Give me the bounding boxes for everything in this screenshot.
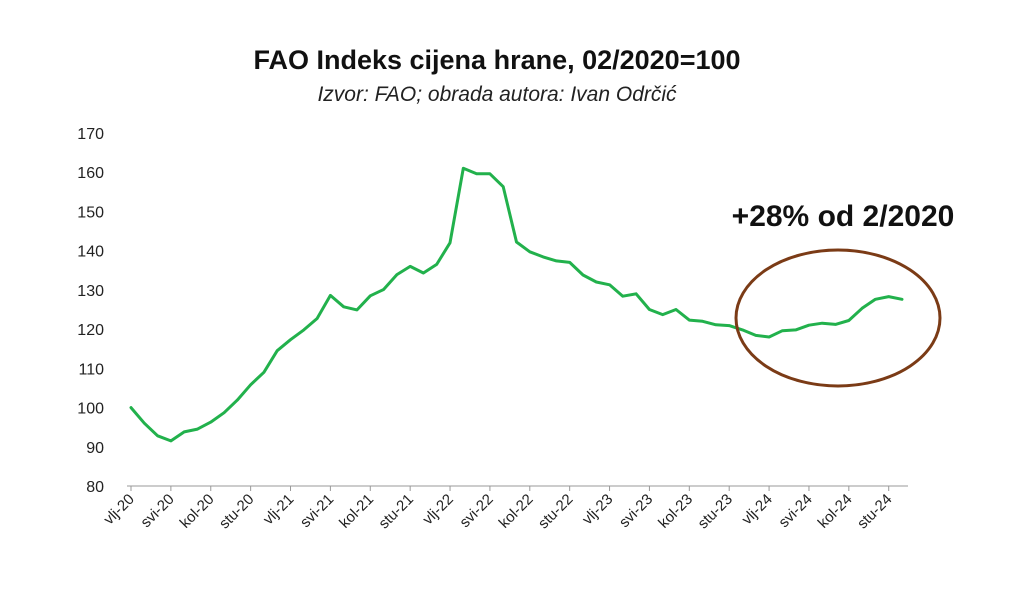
data-point xyxy=(515,240,518,244)
data-point xyxy=(900,298,904,301)
x-tick-label: svi-22 xyxy=(456,491,496,531)
y-tick-label: 150 xyxy=(77,204,104,221)
data-point xyxy=(329,294,332,297)
x-tick-label: kol-23 xyxy=(655,491,696,532)
x-tick-label: svi-21 xyxy=(297,491,337,531)
data-point xyxy=(754,334,757,337)
increase-annotation: +28% od 2/2020 xyxy=(732,200,955,233)
x-tick-label: vlj-21 xyxy=(260,491,297,528)
x-tick-label: kol-22 xyxy=(496,491,537,532)
data-point xyxy=(807,323,811,327)
data-point xyxy=(342,305,345,308)
data-point xyxy=(661,313,664,316)
x-tick-label: stu-24 xyxy=(854,491,896,533)
data-point xyxy=(182,430,186,434)
x-tick-label: kol-20 xyxy=(177,491,218,532)
data-point xyxy=(488,172,492,175)
data-point xyxy=(821,322,824,325)
data-point xyxy=(794,328,797,332)
y-tick-label: 110 xyxy=(78,361,104,378)
data-point xyxy=(302,328,306,332)
data-point xyxy=(674,308,678,311)
chart-subtitle: Izvor: FAO; obrada autora: Ivan Odrčić xyxy=(317,83,677,106)
x-tick-label: kol-21 xyxy=(336,491,377,532)
data-point xyxy=(422,271,425,275)
x-tick-label: vlj-23 xyxy=(579,491,616,528)
data-point xyxy=(369,294,372,297)
data-point xyxy=(249,383,252,387)
data-point xyxy=(688,318,691,322)
data-point xyxy=(860,307,864,310)
data-point xyxy=(874,298,877,301)
x-tick-label: svi-20 xyxy=(137,491,177,531)
data-point xyxy=(395,273,399,276)
data-point xyxy=(727,324,731,327)
data-point xyxy=(156,434,159,437)
data-point xyxy=(169,439,173,443)
x-tick-label: vlj-24 xyxy=(739,491,776,528)
data-point xyxy=(767,335,771,339)
x-tick-label: stu-20 xyxy=(216,491,258,533)
y-tick-label: 120 xyxy=(77,322,104,339)
data-point xyxy=(209,420,212,424)
data-point xyxy=(129,406,133,409)
data-point xyxy=(315,317,319,320)
y-tick-label: 80 xyxy=(86,479,104,496)
data-point xyxy=(834,323,837,326)
x-tick-label: vlj-20 xyxy=(100,491,137,528)
x-tick-label: stu-22 xyxy=(535,491,577,533)
data-point xyxy=(355,308,359,312)
data-point xyxy=(847,319,851,322)
data-point xyxy=(714,323,718,326)
x-tick-label: vlj-22 xyxy=(419,491,456,528)
chart-title: FAO Indeks cijena hrane, 02/2020=100 xyxy=(253,45,740,75)
data-point xyxy=(236,398,239,402)
data-point xyxy=(528,250,531,254)
x-tick-label: svi-23 xyxy=(616,491,656,531)
y-axis: 80 90 100 110 120 130 140 150 160 170 xyxy=(77,126,104,496)
y-tick-label: 130 xyxy=(77,283,104,300)
y-tick-label: 160 xyxy=(77,165,104,182)
y-tick-label: 170 xyxy=(77,126,104,143)
data-point xyxy=(781,329,784,332)
data-point xyxy=(435,263,438,266)
data-point xyxy=(648,308,651,311)
data-point xyxy=(462,167,465,170)
data-point xyxy=(289,338,292,341)
data-point xyxy=(608,283,611,286)
data-point xyxy=(634,292,638,296)
data-point xyxy=(262,371,266,374)
data-point xyxy=(741,328,744,332)
data-point xyxy=(701,320,704,323)
data-point xyxy=(448,241,452,245)
data-point xyxy=(541,255,545,259)
data-point xyxy=(595,280,598,284)
data-point xyxy=(143,422,146,425)
data-point xyxy=(382,288,385,291)
x-tick-label: stu-21 xyxy=(375,491,417,533)
data-point xyxy=(196,427,199,431)
data-point xyxy=(276,349,279,352)
data-point xyxy=(581,273,585,277)
series-layer xyxy=(129,166,904,443)
data-point xyxy=(222,411,226,414)
y-tick-label: 140 xyxy=(77,244,104,261)
data-point xyxy=(555,259,558,263)
x-tick-label: svi-24 xyxy=(775,491,815,531)
y-tick-label: 90 xyxy=(86,440,104,457)
data-point xyxy=(621,294,625,298)
data-point xyxy=(887,295,890,298)
data-point xyxy=(502,185,505,188)
x-tick-label: kol-24 xyxy=(815,491,856,532)
data-point xyxy=(475,172,478,175)
data-point xyxy=(408,265,412,268)
data-point xyxy=(568,261,571,264)
y-tick-label: 100 xyxy=(77,401,104,418)
x-tick-label: stu-23 xyxy=(695,491,737,533)
highlight-ellipse xyxy=(734,248,942,388)
